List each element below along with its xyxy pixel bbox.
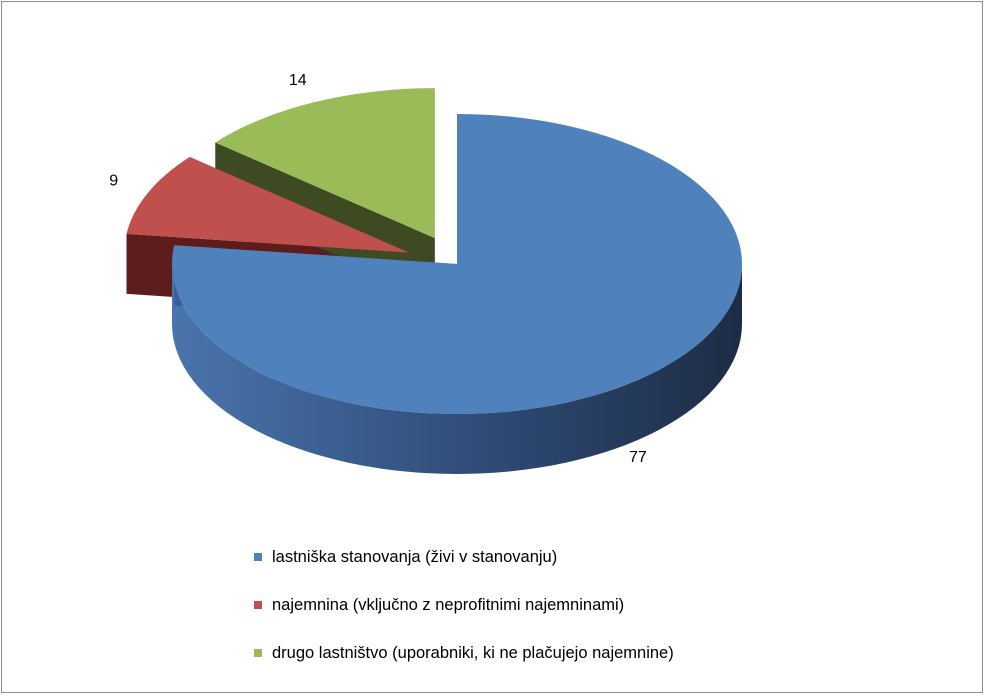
data-label-lastniska: 77 xyxy=(629,449,647,466)
slice-drugo xyxy=(215,88,435,239)
legend-label: najemnina (vključno z neprofitnimi najem… xyxy=(272,595,625,614)
legend-swatch-blue xyxy=(254,553,262,561)
legend-item-lastniska: lastniška stanovanja (živi v stanovanju) xyxy=(254,533,674,581)
legend-swatch-green xyxy=(254,649,262,657)
data-label-najemnina: 9 xyxy=(109,172,118,189)
pie-tops xyxy=(126,88,742,414)
pie-labels: 9 14 77 xyxy=(109,72,647,466)
slice-najemnina xyxy=(126,157,410,253)
slice-lastniska xyxy=(172,114,742,414)
legend-item-drugo: drugo lastništvo (uporabniki, ki ne plač… xyxy=(254,629,674,677)
legend-label: lastniška stanovanja (živi v stanovanju) xyxy=(272,547,558,566)
slice-side-lastniska xyxy=(172,264,742,474)
data-label-drugo: 14 xyxy=(289,72,307,89)
legend-item-najemnina: najemnina (vključno z neprofitnimi najem… xyxy=(254,581,674,629)
legend-label: drugo lastništvo (uporabniki, ki ne plač… xyxy=(272,643,674,662)
legend: lastniška stanovanja (živi v stanovanju)… xyxy=(254,533,674,677)
legend-swatch-red xyxy=(254,601,262,609)
